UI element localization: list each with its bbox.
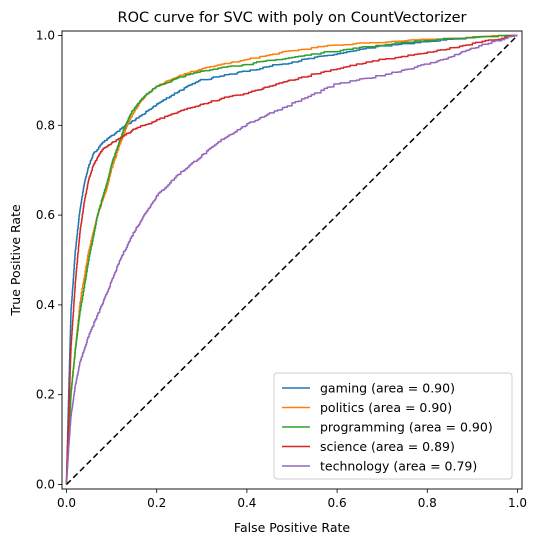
legend: gaming (area = 0.90) politics (area = 0.9… — [273, 372, 513, 480]
y-tick-label: 0.8 — [36, 118, 55, 132]
x-axis-label: False Positive Rate — [234, 520, 350, 535]
roc-line-4 — [65, 34, 518, 485]
y-tick-label: 1.0 — [36, 28, 55, 42]
roc-line-2 — [65, 34, 518, 485]
legend-label: programming (area = 0.90) — [320, 420, 493, 435]
legend-label: science (area = 0.89) — [320, 439, 455, 454]
x-tick-label: 0.4 — [237, 496, 256, 510]
y-tick-label: 0.4 — [36, 298, 55, 312]
plot-frame — [61, 30, 523, 490]
roc-line-0 — [65, 34, 518, 485]
legend-label: politics (area = 0.90) — [320, 400, 452, 415]
legend-box — [273, 372, 513, 480]
y-tick-label: 0.6 — [36, 208, 55, 222]
x-tick-label: 0.6 — [328, 496, 347, 510]
chance-diagonal-line — [65, 34, 519, 486]
y-tick-label: 0.2 — [36, 388, 55, 402]
legend-label: gaming (area = 0.90) — [320, 381, 455, 396]
x-tick-label: 0.0 — [57, 496, 76, 510]
y-axis-label: True Positive Rate — [8, 204, 23, 317]
x-tick-label: 0.8 — [418, 496, 437, 510]
legend-label: technology (area = 0.79) — [320, 459, 477, 474]
x-tick-label: 0.2 — [147, 496, 166, 510]
chart-title: ROC curve for SVC with poly on CountVect… — [118, 10, 467, 26]
plot-area: 0.0 0.2 0.4 0.6 0.8 1.0 0.0 0.2 0.4 0.6 0.8 1.0 gami… — [36, 28, 527, 510]
roc-line-3 — [65, 34, 518, 485]
y-tick-label: 0.0 — [36, 478, 55, 492]
x-tick-label: 1.0 — [508, 496, 527, 510]
